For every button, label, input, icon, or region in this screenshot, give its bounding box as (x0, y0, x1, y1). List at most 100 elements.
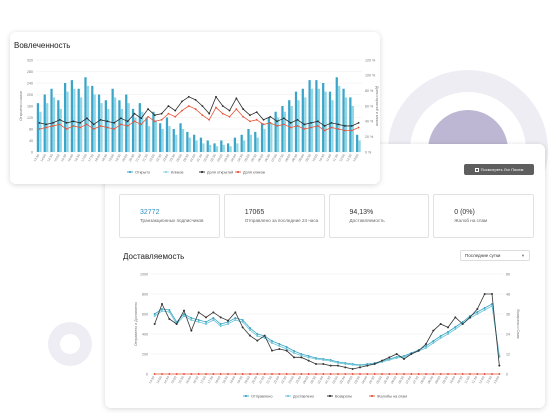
bar (344, 97, 348, 152)
bar (322, 83, 325, 152)
x-tick-label: 13:30 (33, 153, 41, 162)
data-point (357, 126, 360, 129)
x-tick-label: 05:30 (383, 375, 391, 384)
data-point (432, 342, 435, 344)
bar (91, 85, 94, 152)
engagement-title: Вовлеченность (14, 41, 71, 50)
data-point (242, 108, 245, 110)
bar (283, 111, 287, 152)
data-point (119, 117, 122, 120)
data-point (417, 349, 420, 352)
legend-marker (164, 170, 168, 174)
data-point (167, 105, 170, 107)
bar (263, 129, 266, 152)
legend-label: Доля открытий (207, 170, 233, 174)
bar (66, 91, 69, 152)
bar (118, 100, 121, 152)
view-logs-button[interactable]: Посмотреть Лог Писем (464, 164, 534, 175)
data-point (491, 303, 493, 305)
y2-tick-label: 24 (506, 332, 510, 336)
data-point (307, 359, 310, 362)
x-tick-label: 21:00 (258, 375, 266, 384)
data-point (395, 353, 398, 355)
bar (131, 108, 135, 152)
data-point (249, 327, 251, 329)
data-point (447, 331, 449, 333)
data-point (249, 120, 251, 123)
y2-tick-label: 0 (506, 372, 508, 376)
data-point (469, 316, 471, 319)
data-point (140, 117, 143, 120)
data-point (351, 363, 354, 366)
x-tick-label: 10:30 (456, 375, 464, 384)
data-point (432, 329, 435, 332)
data-point (234, 373, 237, 375)
data-point (410, 353, 413, 355)
bar (147, 126, 151, 152)
x-tick-label: 09:30 (441, 375, 449, 384)
data-point (388, 359, 391, 361)
x-tick-label: 23:00 (162, 153, 170, 162)
x-tick-label: 09:30 (304, 153, 312, 162)
bar (120, 108, 124, 152)
data-point (72, 120, 75, 123)
period-select[interactable]: Последние сутки ▼ (460, 250, 530, 261)
y2-axis-title: Доля открытий и кликов (375, 86, 379, 126)
data-point (285, 349, 288, 352)
legend-label: Возвраты (335, 394, 352, 398)
data-point (227, 323, 229, 325)
bar (80, 97, 83, 152)
data-point (337, 373, 339, 375)
data-point (212, 317, 215, 319)
x-tick-label: 19:00 (229, 375, 237, 384)
legend-label: Жалобы на спам (377, 394, 407, 398)
x-tick-label: 01:00 (317, 375, 325, 384)
data-point (322, 359, 325, 361)
data-point (168, 309, 171, 311)
x-tick-label: 07:00 (405, 375, 413, 384)
data-point (271, 340, 273, 342)
y-tick-label: 400 (142, 332, 148, 336)
decorative-circle (60, 334, 80, 354)
data-point (212, 319, 215, 321)
data-point (300, 354, 303, 357)
data-point (381, 373, 383, 375)
data-point (79, 121, 82, 124)
data-point (271, 373, 273, 375)
data-point (234, 319, 237, 321)
data-point (322, 363, 325, 365)
x-tick-label: 22:30 (155, 153, 163, 162)
bar (260, 123, 264, 152)
data-point (282, 123, 285, 126)
bar (145, 117, 148, 152)
data-point (329, 364, 332, 367)
data-point (315, 363, 317, 365)
stat-value[interactable]: 32772 (140, 209, 160, 216)
x-tick-label: 17:30 (87, 153, 95, 162)
stat-label: Отправлено за последние 24 часа (244, 218, 319, 223)
data-point (357, 121, 360, 124)
delivery-title: Доставляемость (123, 252, 185, 261)
bar (104, 100, 107, 152)
x-tick-label: 23:00 (287, 375, 295, 384)
data-point (425, 373, 427, 375)
bar (290, 106, 293, 152)
data-point (359, 373, 361, 375)
data-point (366, 373, 369, 375)
x-tick-label: 01:30 (196, 153, 204, 162)
x-tick-label: 07:00 (271, 153, 279, 162)
data-point (212, 373, 215, 375)
data-point (79, 126, 82, 129)
bar (50, 88, 53, 152)
x-tick-label: 16:30 (74, 153, 82, 162)
y-tick-label: 280 (27, 70, 33, 74)
view-logs-label: Посмотреть Лог Писем (480, 167, 524, 172)
engagement-card: Вовлеченность 320 280 240 200 160 120 80 40 0 120… (10, 32, 380, 184)
x-tick-label: 18:00 (214, 375, 222, 384)
bar (315, 80, 318, 152)
data-point (278, 348, 281, 350)
data-point (403, 356, 405, 358)
data-point (373, 363, 376, 365)
engagement-chart: 320 280 240 200 160 120 80 40 0 120 % 100 % 80 % 60 … (19, 58, 379, 174)
legend-marker (236, 170, 240, 174)
